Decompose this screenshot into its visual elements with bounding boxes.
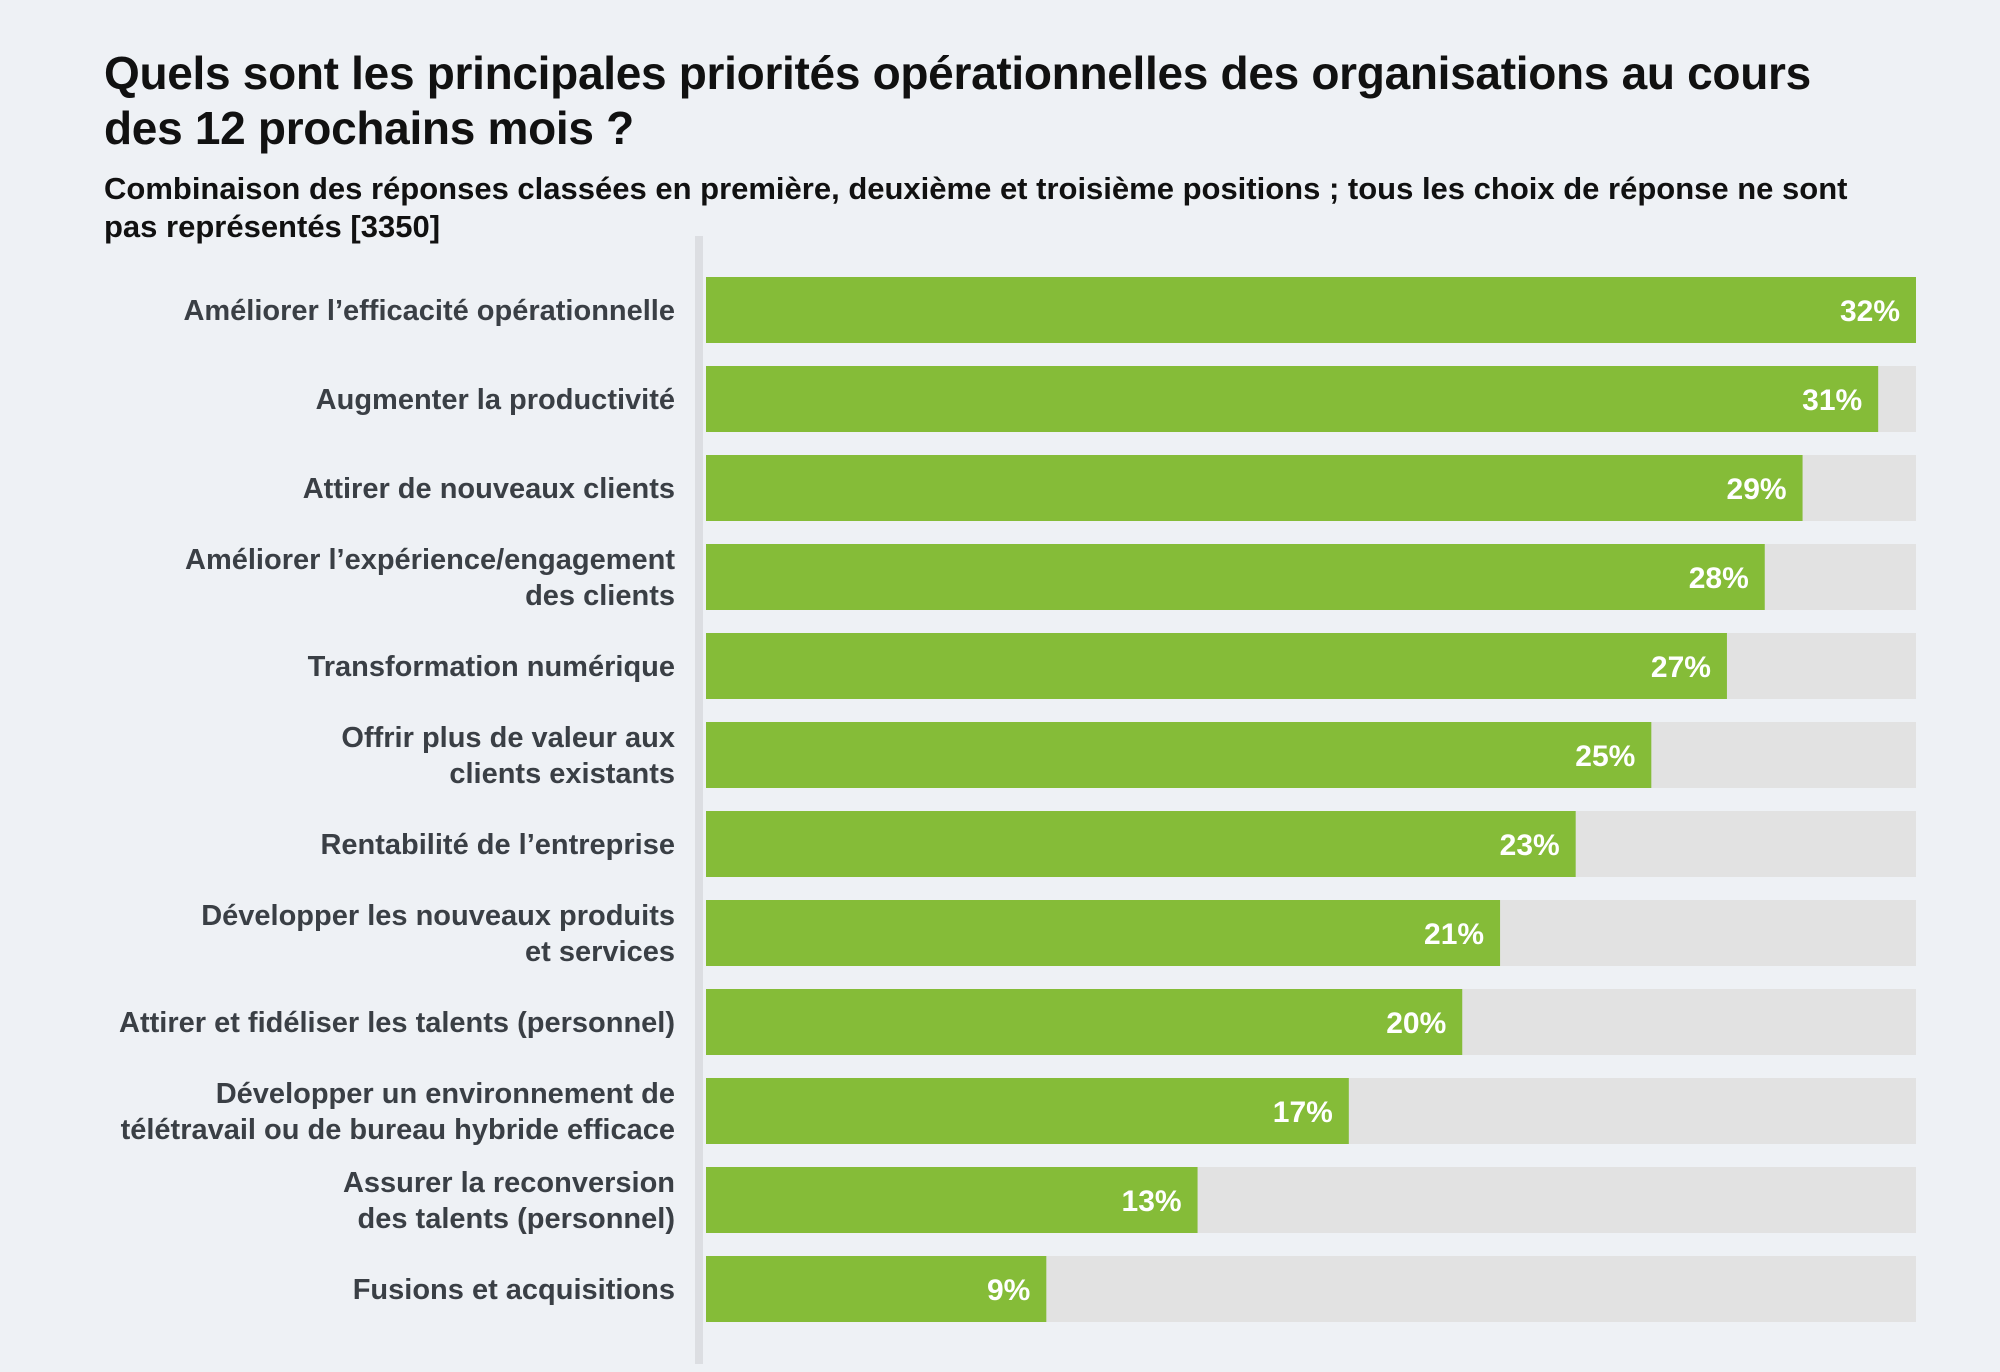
value-label: 29%	[1727, 473, 1787, 506]
category-label-line: Augmenter la productivité	[316, 384, 675, 416]
value-label: 32%	[1840, 295, 1900, 328]
bar	[706, 900, 1501, 966]
category-label: Développer les nouveaux produits et servi…	[201, 900, 675, 968]
value-label: 20%	[1386, 1007, 1446, 1040]
category-label: Développer un environnement de télétravai…	[121, 1078, 675, 1146]
category-label-line: des clients	[525, 580, 675, 612]
value-label: 13%	[1122, 1185, 1182, 1218]
value-label: 27%	[1651, 651, 1711, 684]
chart-subtitle: Combinaison des réponses classées en pre…	[104, 171, 1848, 244]
category-label: Offrir plus de valeur aux clients existan…	[341, 722, 675, 790]
value-label: 28%	[1689, 562, 1749, 595]
category-label-line: Fusions et acquisitions	[353, 1274, 675, 1306]
category-label-line: Assurer la reconversion	[343, 1167, 675, 1199]
category-label-line: Rentabilité de l’entreprise	[320, 829, 675, 861]
bar	[706, 1256, 1047, 1322]
category-label-line: Attirer et fidéliser les talents (person…	[119, 1007, 675, 1039]
bar	[706, 366, 1879, 432]
bar-row: 32% Améliorer l’efficacité opérationnelle	[183, 277, 1916, 343]
value-label: 25%	[1575, 740, 1635, 773]
bar	[706, 633, 1727, 699]
value-label: 17%	[1273, 1096, 1333, 1129]
category-label-line: télétravail ou de bureau hybride efficac…	[121, 1114, 675, 1146]
category-label: Fusions et acquisitions	[353, 1274, 675, 1306]
bar	[706, 277, 1916, 343]
bar	[706, 811, 1576, 877]
chart-title: Quels sont les principales priorités opé…	[104, 47, 1811, 154]
category-label-line: Développer un environnement de	[216, 1078, 675, 1110]
category-label-line: clients existants	[449, 758, 675, 790]
category-label-line: Améliorer l’expérience/engagement	[185, 544, 675, 576]
bar-row: 13% Assurer la reconversion des talents (p…	[343, 1167, 1916, 1235]
category-label: Transformation numérique	[308, 651, 675, 683]
category-label: Attirer et fidéliser les talents (person…	[119, 1007, 675, 1039]
bar	[706, 989, 1463, 1055]
value-label: 31%	[1802, 384, 1862, 417]
category-label-line: Améliorer l’efficacité opérationnelle	[183, 295, 675, 327]
category-label: Attirer de nouveaux clients	[303, 473, 675, 505]
category-label-line: Attirer de nouveaux clients	[303, 473, 675, 505]
category-label-line: et services	[525, 936, 675, 968]
category-label: Rentabilité de l’entreprise	[320, 829, 675, 861]
category-label: Augmenter la productivité	[316, 384, 675, 416]
axis-divider	[695, 236, 703, 1364]
bar-row: 17% Développer un environnement de télétra…	[121, 1078, 1916, 1146]
bar	[706, 722, 1652, 788]
value-label: 21%	[1424, 918, 1484, 951]
bar-row: 31% Augmenter la productivité	[316, 366, 1916, 432]
value-label: 9%	[987, 1274, 1030, 1307]
bar	[706, 544, 1765, 610]
category-label: Améliorer l’expérience/engagement des cli…	[185, 544, 675, 612]
category-label-line: Offrir plus de valeur aux	[341, 722, 675, 754]
bar	[706, 1078, 1349, 1144]
bar-row: 20% Attirer et fidéliser les talents (per…	[119, 989, 1916, 1055]
bar-row: 29% Attirer de nouveaux clients	[303, 455, 1916, 521]
bar-row: 28% Améliorer l’expérience/engagement des …	[185, 544, 1916, 612]
category-label: Assurer la reconversion des talents (pers…	[343, 1167, 675, 1235]
category-label: Améliorer l’efficacité opérationnelle	[183, 295, 675, 327]
bar-row: 9% Fusions et acquisitions	[353, 1256, 1916, 1322]
value-label: 23%	[1500, 829, 1560, 862]
category-label-line: Développer les nouveaux produits	[201, 900, 675, 932]
bar-row: 25% Offrir plus de valeur aux clients exis…	[341, 722, 1916, 790]
category-label-line: Transformation numérique	[308, 651, 675, 683]
category-label-line: des talents (personnel)	[358, 1203, 675, 1235]
bar-row: 27% Transformation numérique	[308, 633, 1916, 699]
bar-row: 23% Rentabilité de l’entreprise	[320, 811, 1916, 877]
bar	[706, 1167, 1198, 1233]
bar-row: 21% Développer les nouveaux produits et se…	[201, 900, 1916, 968]
bar	[706, 455, 1803, 521]
